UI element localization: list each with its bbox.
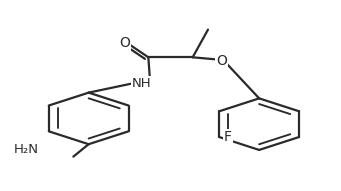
Text: NH: NH: [132, 77, 151, 90]
Text: F: F: [224, 130, 232, 144]
Text: O: O: [119, 36, 130, 50]
Text: O: O: [216, 54, 227, 68]
Text: H₂N: H₂N: [14, 143, 39, 156]
